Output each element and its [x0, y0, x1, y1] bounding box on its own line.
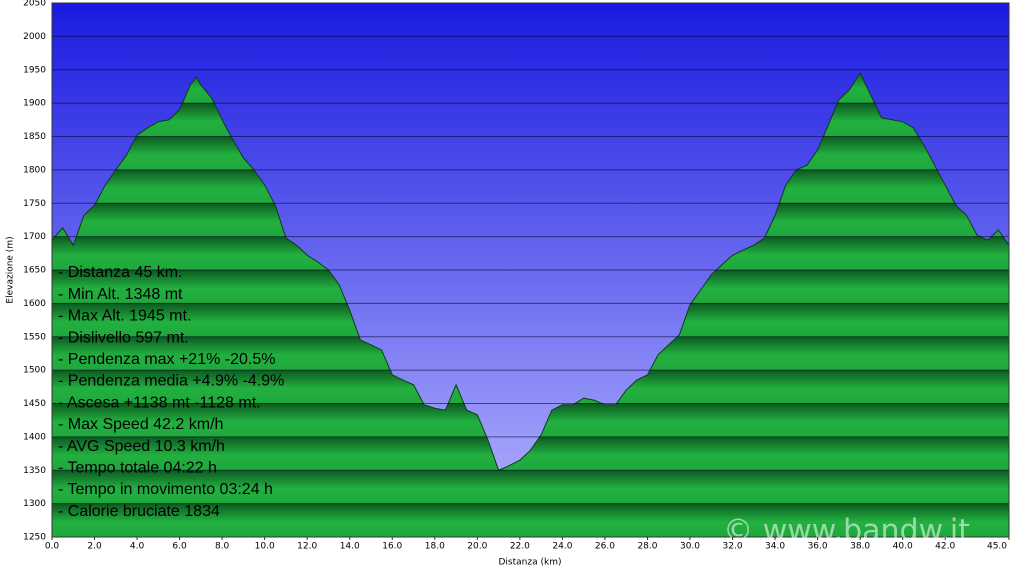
stat-line: - AVG Speed 10.3 km/h [58, 438, 225, 455]
x-tick-label: 12.0 [297, 542, 317, 552]
stat-line: - Calorie bruciate 1834 [58, 503, 220, 520]
x-tick-label: 10.0 [255, 542, 275, 552]
y-tick-label: 1400 [23, 432, 46, 442]
stat-line: - Min Alt. 1348 mt [58, 286, 183, 303]
stat-line: - Pendenza media +4.9% -4.9% [58, 373, 284, 390]
x-tick-label: 6.0 [172, 542, 187, 552]
y-tick-label: 1850 [23, 132, 46, 142]
x-tick-label: 38.0 [850, 542, 870, 552]
y-tick-label: 1650 [23, 266, 46, 276]
x-tick-label: 2.0 [87, 542, 102, 552]
y-tick-label: 1700 [23, 232, 46, 242]
y-tick-label: 2000 [23, 32, 46, 42]
x-tick-label: 36.0 [808, 542, 828, 552]
y-axis-label: Elevazione (m) [6, 236, 16, 303]
x-axis-label: Distanza (km) [499, 558, 562, 568]
y-tick-label: 1950 [23, 65, 46, 75]
x-tick-label: 22.0 [510, 542, 530, 552]
stat-line: - Tempo totale 04:22 h [58, 460, 217, 477]
stat-line: - Distanza 45 km. [58, 264, 182, 281]
stat-line: - Pendenza max +21% -20.5% [58, 351, 275, 368]
x-tick-label: 30.0 [680, 542, 700, 552]
stat-line: - Max Speed 42.2 km/h [58, 416, 223, 433]
y-tick-label: 1550 [23, 332, 46, 342]
stat-line: - Tempo in movimento 03:24 h [58, 481, 273, 498]
x-tick-label: 8.0 [215, 542, 230, 552]
y-tick-label: 1350 [23, 466, 46, 476]
y-tick-label: 1800 [23, 165, 46, 175]
plot-frame [51, 2, 1010, 538]
x-tick-label: 34.0 [765, 542, 785, 552]
x-tick-label: 28.0 [637, 542, 657, 552]
x-tick-label: 24.0 [552, 542, 572, 552]
x-tick-label: 42.0 [935, 542, 955, 552]
x-tick-label: 16.0 [382, 542, 402, 552]
y-tick-label: 2050 [23, 0, 46, 9]
x-tick-label: 4.0 [130, 542, 145, 552]
x-tick-label: 20.0 [467, 542, 487, 552]
stat-line: - Dislivello 597 mt. [58, 329, 189, 346]
stat-line: - Ascesa +1138 mt -1128 mt. [58, 394, 261, 411]
watermark: © www.bandw.it [723, 514, 970, 549]
x-tick-label: 18.0 [425, 542, 445, 552]
y-tick-label: 1600 [23, 299, 46, 309]
x-tick-label: 14.0 [340, 542, 360, 552]
x-tick-label: 40.0 [893, 542, 913, 552]
y-tick-label: 1900 [23, 99, 46, 109]
y-tick-label: 1450 [23, 399, 46, 409]
y-tick-label: 1300 [23, 499, 46, 509]
y-tick-label: 1500 [23, 366, 46, 376]
x-tick-label: 0.0 [45, 542, 60, 552]
stat-line: - Max Alt. 1945 mt. [58, 308, 191, 325]
x-tick-label: 32.0 [723, 542, 743, 552]
x-tick-label: 26.0 [595, 542, 615, 552]
y-tick-label: 1250 [23, 533, 46, 543]
y-tick-label: 1750 [23, 199, 46, 209]
x-tick-label: 45.0 [987, 542, 1007, 552]
